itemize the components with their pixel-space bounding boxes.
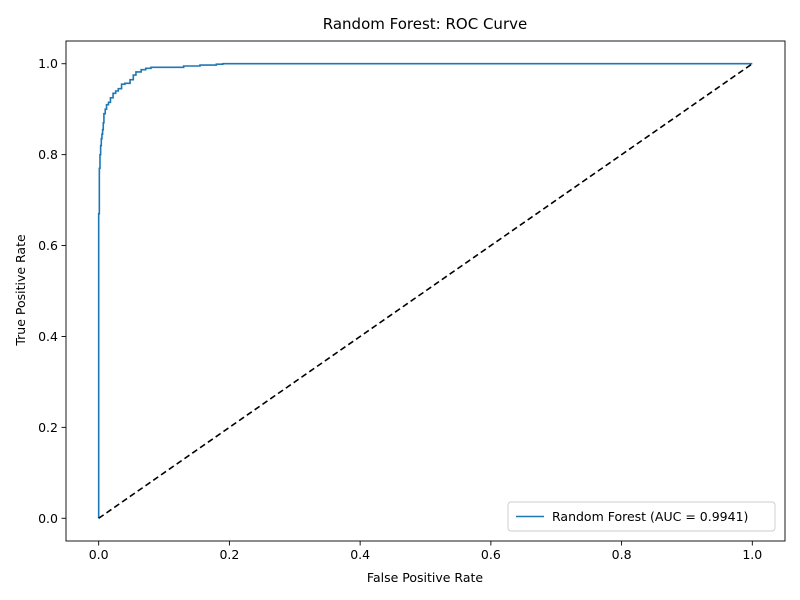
x-tick-label: 1.0 <box>742 547 762 562</box>
axes-frame <box>65 40 786 542</box>
x-tick-label: 0.8 <box>612 547 632 562</box>
y-tick-label: 0.0 <box>38 511 58 526</box>
x-tick-label: 0.4 <box>350 547 370 562</box>
plot-area: 0.0 0.2 0.4 0.6 0.8 1.0 0.0 0.2 0.4 0.6 0.8 1.0 Rand… <box>38 40 786 562</box>
legend-box <box>507 501 776 532</box>
y-tick-label: 0.2 <box>38 420 58 435</box>
chart-title: Random Forest: ROC Curve <box>323 15 527 33</box>
y-tick-label: 0.6 <box>38 238 58 253</box>
x-tick-label: 0.6 <box>481 547 501 562</box>
roc-curve-line <box>97 62 753 519</box>
y-tick-label: 0.8 <box>38 147 58 162</box>
x-axis-label: False Positive Rate <box>367 570 483 585</box>
legend: Random Forest (AUC = 0.9941) <box>507 501 776 532</box>
y-tick-label: 1.0 <box>38 56 58 71</box>
y-axis-label: True Positive Rate <box>13 234 28 347</box>
legend-label: Random Forest (AUC = 0.9941) <box>552 509 748 524</box>
x-tick-label: 0.2 <box>219 547 239 562</box>
y-tick-label: 0.4 <box>38 329 58 344</box>
x-tick-label: 0.0 <box>89 547 109 562</box>
